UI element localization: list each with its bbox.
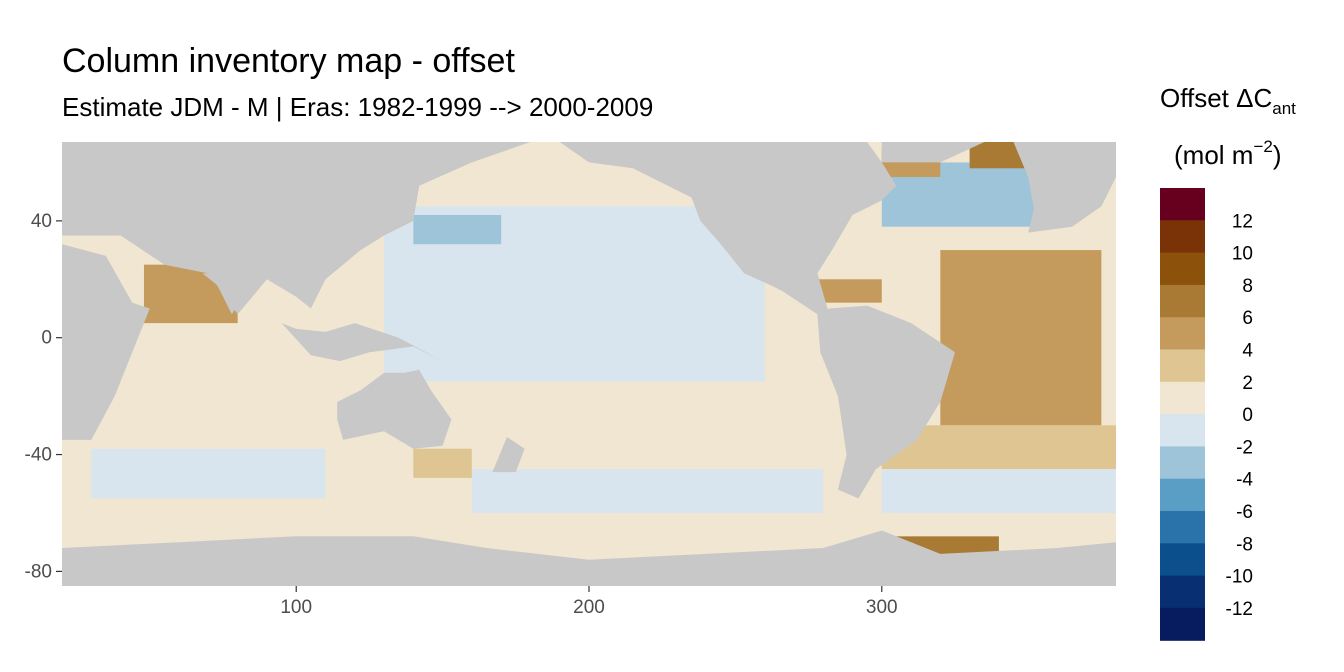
- legend-tick-label: 12: [1232, 211, 1253, 232]
- x-tick-label: 200: [573, 597, 605, 618]
- region-cell: [881, 469, 1116, 513]
- legend-unit: (mol m−2): [1174, 137, 1282, 170]
- y-tick-label: 0: [41, 328, 52, 349]
- legend-title-sub: ant: [1272, 99, 1296, 118]
- land-mass: [62, 530, 1116, 586]
- legend-swatch: [1160, 607, 1205, 641]
- legend-swatch: [1160, 511, 1205, 544]
- legend-tick-label: 4: [1242, 341, 1253, 362]
- legend-tick-label: -10: [1226, 567, 1253, 588]
- legend-tick-label: -6: [1236, 502, 1253, 523]
- chart-title: Column inventory map - offset: [62, 42, 515, 80]
- region-cell: [120, 337, 341, 440]
- legend-title-main: Offset ΔC: [1160, 83, 1273, 113]
- legend-tick-label: -4: [1236, 470, 1253, 491]
- region-cell: [940, 250, 1102, 426]
- legend-layer: 12 10 8 6 4 2 0 -2 -4 -6 -8 -10 -12: [1160, 188, 1253, 641]
- land-mass: [881, 142, 985, 163]
- legend-swatch: [1160, 349, 1205, 383]
- land-mass: [559, 142, 897, 315]
- legend-unit-pre: (mol m: [1174, 140, 1254, 170]
- legend-tick-label: 10: [1232, 244, 1253, 265]
- legend-swatch: [1160, 317, 1205, 351]
- region-cell: [808, 279, 882, 303]
- land-mass: [62, 142, 531, 315]
- land-mass: [202, 273, 262, 315]
- legend-tick-label: -12: [1226, 599, 1253, 620]
- land-mass: [492, 437, 525, 473]
- region-cell: [91, 448, 326, 499]
- legend-tick-label: 0: [1242, 405, 1253, 426]
- legend-swatch: [1160, 252, 1205, 286]
- land-mass: [817, 305, 955, 499]
- legend-swatch: [1160, 188, 1205, 221]
- land-mass: [337, 369, 452, 449]
- legend-tick-label: 8: [1242, 276, 1253, 297]
- land-mass: [62, 244, 150, 440]
- region-cell: [413, 215, 502, 245]
- legend-title: Offset ΔCant (mol m−2): [1160, 83, 1296, 170]
- legend-tick-label: 2: [1242, 373, 1253, 394]
- legend-tick-label: 6: [1242, 308, 1253, 329]
- legend-unit-post: ): [1272, 140, 1282, 170]
- legend-tick-label: -8: [1236, 534, 1253, 555]
- region-cell: [471, 381, 824, 470]
- legend-swatch: [1160, 220, 1205, 254]
- map-layer: [62, 142, 1116, 586]
- legend-swatch: [1160, 575, 1205, 609]
- chart-subtitle: Estimate JDM - M | Eras: 1982-1999 --> 2…: [62, 92, 654, 122]
- legend-tick-label: -2: [1236, 437, 1253, 458]
- legend-swatch: [1160, 543, 1205, 577]
- y-tick-label: -40: [25, 445, 52, 466]
- land-mass: [281, 323, 443, 362]
- y-tick-label: 40: [31, 211, 52, 232]
- x-tick-label: 300: [866, 597, 898, 618]
- region-cell: [413, 448, 472, 478]
- legend-swatch: [1160, 381, 1205, 415]
- x-tick-label: 100: [280, 597, 312, 618]
- legend-swatch: [1160, 478, 1205, 512]
- legend-swatch: [1160, 414, 1205, 447]
- land-mass: [1013, 142, 1116, 233]
- y-tick-label: -80: [25, 561, 52, 582]
- legend-swatch: [1160, 446, 1205, 480]
- legend-unit-sup: −2: [1253, 137, 1273, 156]
- legend-swatch: [1160, 284, 1205, 318]
- region-cell: [471, 469, 824, 513]
